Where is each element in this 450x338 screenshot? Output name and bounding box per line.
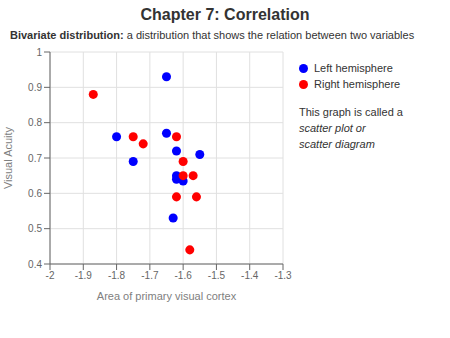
svg-text:Area of primary visual cortex: Area of primary visual cortex	[97, 290, 237, 302]
svg-text:-1.3: -1.3	[274, 270, 292, 281]
html-text:Bivariate distribution: a dist: Bivariate distribution: a distribution t…	[10, 29, 415, 41]
svg-text:1: 1	[36, 47, 42, 58]
svg-text:-1.9: -1.9	[75, 270, 93, 281]
svg-text:-1.4: -1.4	[241, 270, 259, 281]
html-text:Left hemisphere: Left hemisphere	[314, 62, 393, 74]
html-text:scatter plot or: scatter plot or	[299, 122, 366, 134]
svg-text:0.5: 0.5	[28, 223, 42, 234]
svg-text:-1.8: -1.8	[108, 270, 126, 281]
html-text:scatter diagram: scatter diagram	[299, 138, 375, 150]
html-text:This graph is called a: This graph is called a	[299, 106, 403, 118]
svg-text:0.8: 0.8	[28, 117, 42, 128]
svg-text:Visual Acuity: Visual Acuity	[8, 126, 14, 189]
svg-text:0.9: 0.9	[28, 82, 42, 93]
html-text:Right hemisphere: Right hemisphere	[314, 78, 401, 90]
svg-text:-1.6: -1.6	[175, 270, 193, 281]
svg-text:0.6: 0.6	[28, 188, 42, 199]
svg-text:-1.5: -1.5	[208, 270, 226, 281]
svg-text:-1.7: -1.7	[141, 270, 159, 281]
svg-text:-2: -2	[46, 270, 55, 281]
svg-text:0.7: 0.7	[28, 153, 42, 164]
svg-text:0.4: 0.4	[28, 259, 42, 270]
html-text:Chapter 7: Correlation: Chapter 7: Correlation	[140, 6, 310, 23]
